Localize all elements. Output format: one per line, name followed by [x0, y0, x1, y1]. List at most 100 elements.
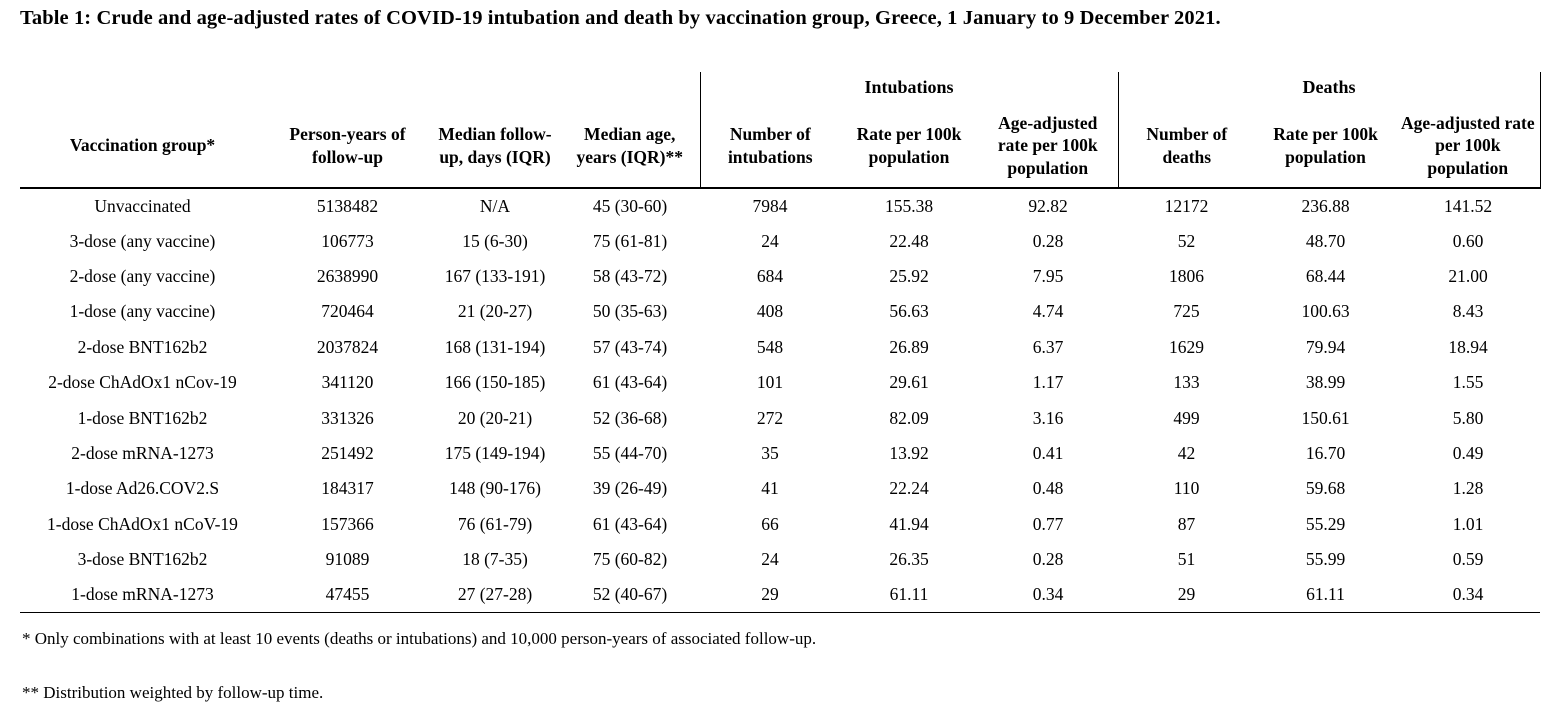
- value-cell: 59.68: [1305, 478, 1346, 499]
- vaccination-group-cell: 2-dose BNT162b2: [77, 336, 208, 357]
- value-cell: 29.61: [889, 372, 929, 393]
- col-header-number-deaths: Number of deaths: [1118, 104, 1256, 189]
- table-row: 2-dose ChAdOx1 nCov-19 341120 166 (150-185…: [20, 365, 1540, 400]
- value-cell: 20 (20-21): [457, 407, 533, 428]
- value-cell: 1.28: [1452, 478, 1484, 499]
- group-header-intubations: Intubations: [699, 72, 1119, 104]
- value-cell: 236.88: [1301, 195, 1350, 216]
- value-cell: 75 (60-82): [592, 549, 668, 570]
- value-cell: 61.11: [1255, 577, 1397, 614]
- value-cell: 155.38: [884, 195, 934, 216]
- value-cell: 41: [761, 478, 779, 499]
- col-header-intubation-adj-rate: Age-adjusted rate per 100k population: [978, 104, 1119, 189]
- vaccination-group-cell: 1-dose mRNA-1273: [20, 577, 265, 614]
- value-cell: 167 (133-191): [444, 265, 546, 286]
- value-cell: 15 (6-30): [462, 230, 528, 251]
- value-cell: 26.89: [889, 336, 929, 357]
- table-row: 3-dose BNT162b2 91089 18 (7-35) 75 (60-82) 2…: [20, 542, 1540, 577]
- value-cell: 61 (43-64): [592, 372, 668, 393]
- value-cell: 47455: [265, 577, 430, 614]
- value-cell: 499: [1173, 407, 1200, 428]
- table-row: Unvaccinated 5138482 N/A 45 (30-60) 7984 155.…: [20, 188, 1540, 223]
- value-cell: 150.61: [1301, 407, 1350, 428]
- value-cell: 61.11: [840, 577, 978, 614]
- col-header-median-age: Median age, years (IQR)**: [560, 104, 700, 189]
- value-cell: 1.01: [1452, 513, 1484, 534]
- value-cell: 52 (36-68): [592, 407, 668, 428]
- vaccination-group-cell: 2-dose mRNA-1273: [71, 442, 214, 463]
- value-cell: 548: [756, 336, 784, 357]
- value-cell: 55.29: [1305, 513, 1346, 534]
- vaccination-group-cell: 1-dose ChAdOx1 nCoV-19: [47, 513, 238, 534]
- table-title: Table 1: Crude and age-adjusted rates of…: [20, 7, 1221, 29]
- value-cell: 110: [1173, 478, 1200, 499]
- value-cell: 52 (40-67): [560, 577, 700, 614]
- vaccination-group-cell: 2-dose ChAdOx1 nCov-19: [48, 372, 237, 393]
- table-row: 3-dose (any vaccine) 106773 15 (6-30) 75 (6…: [20, 223, 1540, 258]
- value-cell: 56.63: [889, 301, 929, 322]
- value-cell: 133: [1173, 372, 1200, 393]
- value-cell: 18.94: [1448, 336, 1488, 357]
- value-cell: 26.35: [889, 549, 929, 570]
- value-cell: 0.77: [1032, 513, 1064, 534]
- value-cell: 50 (35-63): [592, 301, 668, 322]
- value-cell: 684: [756, 265, 784, 286]
- value-cell: 148 (90-176): [449, 478, 541, 499]
- col-header-intubation-rate: Rate per 100k population: [840, 104, 978, 189]
- value-cell: 68.44: [1305, 265, 1346, 286]
- value-cell: 4.74: [1032, 301, 1064, 322]
- value-cell: 82.09: [889, 407, 929, 428]
- value-cell: 272: [756, 407, 784, 428]
- value-cell: 12172: [1164, 195, 1209, 216]
- value-cell: 38.99: [1305, 372, 1346, 393]
- value-cell: 184317: [321, 478, 374, 499]
- footnote-weighted-distribution: ** Distribution weighted by follow-up ti…: [22, 683, 324, 702]
- value-cell: 100.63: [1301, 301, 1350, 322]
- table-row: 1-dose ChAdOx1 nCoV-19 157366 76 (61-79) 61…: [20, 507, 1540, 542]
- value-cell: 0.28: [1032, 549, 1064, 570]
- value-cell: 52: [1177, 230, 1196, 251]
- value-cell: 51: [1177, 549, 1196, 570]
- value-cell: 76 (61-79): [457, 513, 533, 534]
- value-cell: 0.60: [1452, 230, 1484, 251]
- value-cell: 24: [761, 230, 779, 251]
- table-row: 1-dose Ad26.COV2.S 184317 148 (90-176) 39 (…: [20, 471, 1540, 506]
- value-cell: 720464: [321, 301, 374, 322]
- group-header-spacer: [20, 72, 700, 104]
- vaccination-group-cell: 1-dose BNT162b2: [77, 407, 208, 428]
- value-cell: 87: [1177, 513, 1196, 534]
- col-header-vaccination-group: Vaccination group*: [20, 104, 265, 189]
- table-row: 2-dose BNT162b2 2037824 168 (131-194) 57 (4…: [20, 330, 1540, 365]
- value-cell: 1629: [1169, 336, 1205, 357]
- col-header-median-followup: Median follow-up, days (IQR): [430, 104, 560, 189]
- col-header-death-rate: Rate per 100k population: [1255, 104, 1397, 189]
- value-cell: 39 (26-49): [592, 478, 668, 499]
- value-cell: 5.80: [1452, 407, 1484, 428]
- value-cell: 106773: [321, 230, 374, 251]
- value-cell: 45 (30-60): [592, 195, 668, 216]
- table-row: 1-dose BNT162b2 331326 20 (20-21) 52 (36-68…: [20, 400, 1540, 435]
- value-cell: 42: [1177, 442, 1196, 463]
- footnote-events-threshold: * Only combinations with at least 10 eve…: [22, 629, 817, 648]
- value-cell: 175 (149-194): [444, 442, 546, 463]
- value-cell: 24: [761, 549, 779, 570]
- value-cell: 57 (43-74): [592, 336, 668, 357]
- value-cell: 0.41: [1032, 442, 1064, 463]
- value-cell: 0.49: [1452, 442, 1484, 463]
- vaccination-group-cell: 2-dose (any vaccine): [69, 265, 216, 286]
- value-cell: 58 (43-72): [592, 265, 668, 286]
- value-cell: 21 (20-27): [457, 301, 533, 322]
- value-cell: 157366: [321, 513, 374, 534]
- value-cell: 79.94: [1305, 336, 1346, 357]
- value-cell: 48.70: [1305, 230, 1346, 251]
- value-cell: 101: [756, 372, 784, 393]
- table-row: 2-dose (any vaccine) 2638990 167 (133-191)…: [20, 259, 1540, 294]
- value-cell: 168 (131-194): [444, 336, 546, 357]
- vaccination-group-cell: 3-dose (any vaccine): [69, 230, 216, 251]
- value-cell: 35: [761, 442, 779, 463]
- table-row: 2-dose mRNA-1273 251492 175 (149-194) 55 (4…: [20, 436, 1540, 471]
- value-cell: 141.52: [1443, 195, 1493, 216]
- col-header-death-adj-rate: Age-adjusted rate per 100k population: [1396, 104, 1541, 189]
- value-cell: 331326: [321, 407, 374, 428]
